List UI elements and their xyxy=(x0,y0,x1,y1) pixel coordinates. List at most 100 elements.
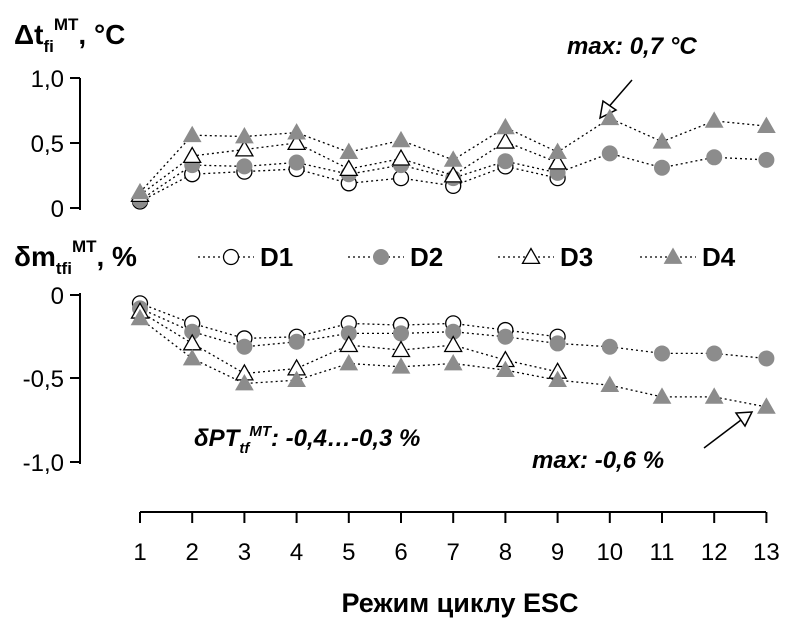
legend-label-d1: D1 xyxy=(260,242,293,272)
bottom-point-d4-3 xyxy=(235,374,254,391)
pt-ann-sub: tf xyxy=(239,440,251,457)
x-tick-label-13: 13 xyxy=(753,539,780,566)
top-point-d4-7 xyxy=(443,150,463,167)
bottom-ytick-label-05: -0,5 xyxy=(23,366,64,393)
top-point-d4-2 xyxy=(182,125,202,143)
pt-ann-main: δPT xyxy=(194,425,242,452)
bottom-point-d2-8 xyxy=(497,328,514,345)
x-tick-label-7: 7 xyxy=(447,539,460,566)
bottom-point-d3-7 xyxy=(443,335,463,353)
top-point-d4-11 xyxy=(652,132,672,149)
top-point-d4-5 xyxy=(339,142,359,159)
top-point-d2-11 xyxy=(654,159,670,176)
top-ylabel-main: Δt xyxy=(14,19,43,50)
legend-label-d4: D4 xyxy=(702,242,736,272)
x-tick-label-3: 3 xyxy=(238,539,251,566)
bottom-ylabel-main: δm xyxy=(14,241,56,272)
bottom-point-d2-13 xyxy=(758,350,775,367)
top-max-arrow xyxy=(605,79,633,111)
top-plot-area xyxy=(130,108,776,210)
x-tick-label-11: 11 xyxy=(650,539,675,566)
legend-label-d2: D2 xyxy=(410,242,443,272)
legend-marker-d3 xyxy=(521,247,541,265)
bottom-plot-area xyxy=(130,295,776,414)
top-point-d3-3 xyxy=(234,139,255,157)
bottom-ytick-label-0: 0 xyxy=(51,283,64,310)
legend-marker-d2 xyxy=(373,249,389,265)
legend: D1 D2 D3 D4 xyxy=(198,242,736,272)
x-tick-label-2: 2 xyxy=(186,539,199,566)
top-max-annotation: max: 0,7 °C xyxy=(567,33,697,60)
x-tick-label-4: 4 xyxy=(290,539,303,566)
bottom-point-d4-10 xyxy=(600,375,620,393)
bottom-point-d2-11 xyxy=(654,345,670,362)
x-ticks: 1 2 3 4 5 6 7 8 9 10 11 12 13 xyxy=(133,512,780,566)
top-point-d3-7 xyxy=(443,165,463,183)
bottom-ylabel-sup: MT xyxy=(72,237,97,256)
top-point-d2-12 xyxy=(706,149,723,166)
x-tick-label-9: 9 xyxy=(551,539,564,566)
top-point-d4-9 xyxy=(548,142,567,159)
top-ytick-label-0: 0 xyxy=(51,196,64,223)
x-tick-label-12: 12 xyxy=(701,539,728,566)
top-point-d4-12 xyxy=(704,111,724,128)
bottom-point-d4-12 xyxy=(704,387,724,404)
bottom-point-d4-9 xyxy=(548,370,567,388)
bottom-ylabel-sub: tfi xyxy=(56,259,72,278)
bottom-ylabel-unit: , % xyxy=(96,241,137,272)
bottom-point-d2-3 xyxy=(236,338,253,355)
bottom-point-d3-5 xyxy=(339,335,359,353)
x-axis-label: Режим циклу ESC xyxy=(341,588,578,618)
bottom-point-d4-1 xyxy=(130,308,150,326)
top-point-d2-4 xyxy=(288,154,305,171)
pt-ann-sup: MT xyxy=(249,423,272,440)
x-tick-label-1: 1 xyxy=(133,539,146,566)
top-point-d2-10 xyxy=(601,145,618,162)
top-ylabel-sub: fi xyxy=(43,37,53,56)
bottom-max-arrow xyxy=(703,419,742,449)
x-tick-label-6: 6 xyxy=(394,539,407,566)
top-point-d3-4 xyxy=(286,133,307,151)
top-series-line-d1 xyxy=(139,165,558,203)
bottom-max-annotation: max: -0,6 % xyxy=(532,447,664,474)
top-ylabel-sup: MT xyxy=(54,15,79,34)
bottom-point-d2-12 xyxy=(706,345,723,362)
bottom-point-d4-2 xyxy=(182,348,202,366)
bottom-point-d2-4 xyxy=(288,333,305,350)
bottom-point-d4-6 xyxy=(391,357,411,374)
top-ylabel-unit: , °C xyxy=(78,19,125,50)
top-point-d4-3 xyxy=(235,126,254,144)
top-point-d3-5 xyxy=(339,159,359,177)
bottom-point-d2-10 xyxy=(601,338,618,355)
bottom-point-d4-5 xyxy=(339,353,359,371)
top-point-d2-3 xyxy=(236,158,253,175)
top-point-d3-6 xyxy=(391,148,411,166)
bottom-max-arrowhead xyxy=(734,411,754,428)
top-point-d4-13 xyxy=(757,116,776,133)
bottom-point-d4-11 xyxy=(652,387,672,404)
top-point-d3-9 xyxy=(547,152,568,170)
top-point-d4-1 xyxy=(130,182,150,200)
legend-marker-d1 xyxy=(222,248,240,266)
legend-marker-d4 xyxy=(663,247,683,264)
top-point-d2-13 xyxy=(758,151,775,168)
top-point-d3-8 xyxy=(495,131,516,149)
top-point-d3-2 xyxy=(182,146,202,164)
bottom-ytick-label-1: -1,0 xyxy=(23,450,64,477)
bottom-point-d4-7 xyxy=(443,353,463,371)
bottom-point-d4-4 xyxy=(287,370,306,388)
x-tick-label-10: 10 xyxy=(596,539,623,566)
legend-label-d3: D3 xyxy=(560,242,593,272)
bottom-point-d4-8 xyxy=(496,360,515,378)
top-point-d4-10 xyxy=(600,108,620,126)
bottom-point-d3-2 xyxy=(182,333,202,351)
pt-ann-rest: : -0,4…-0,3 % xyxy=(271,425,420,452)
bottom-point-d2-9 xyxy=(549,335,566,352)
bottom-point-d4-13 xyxy=(757,397,776,414)
top-point-d2-8 xyxy=(497,153,514,170)
bottom-pt-annotation: δPTtfMT: -0,4…-0,3 % xyxy=(194,423,420,457)
top-ytick-label-1: 1,0 xyxy=(31,66,64,93)
top-point-d4-6 xyxy=(391,130,411,148)
